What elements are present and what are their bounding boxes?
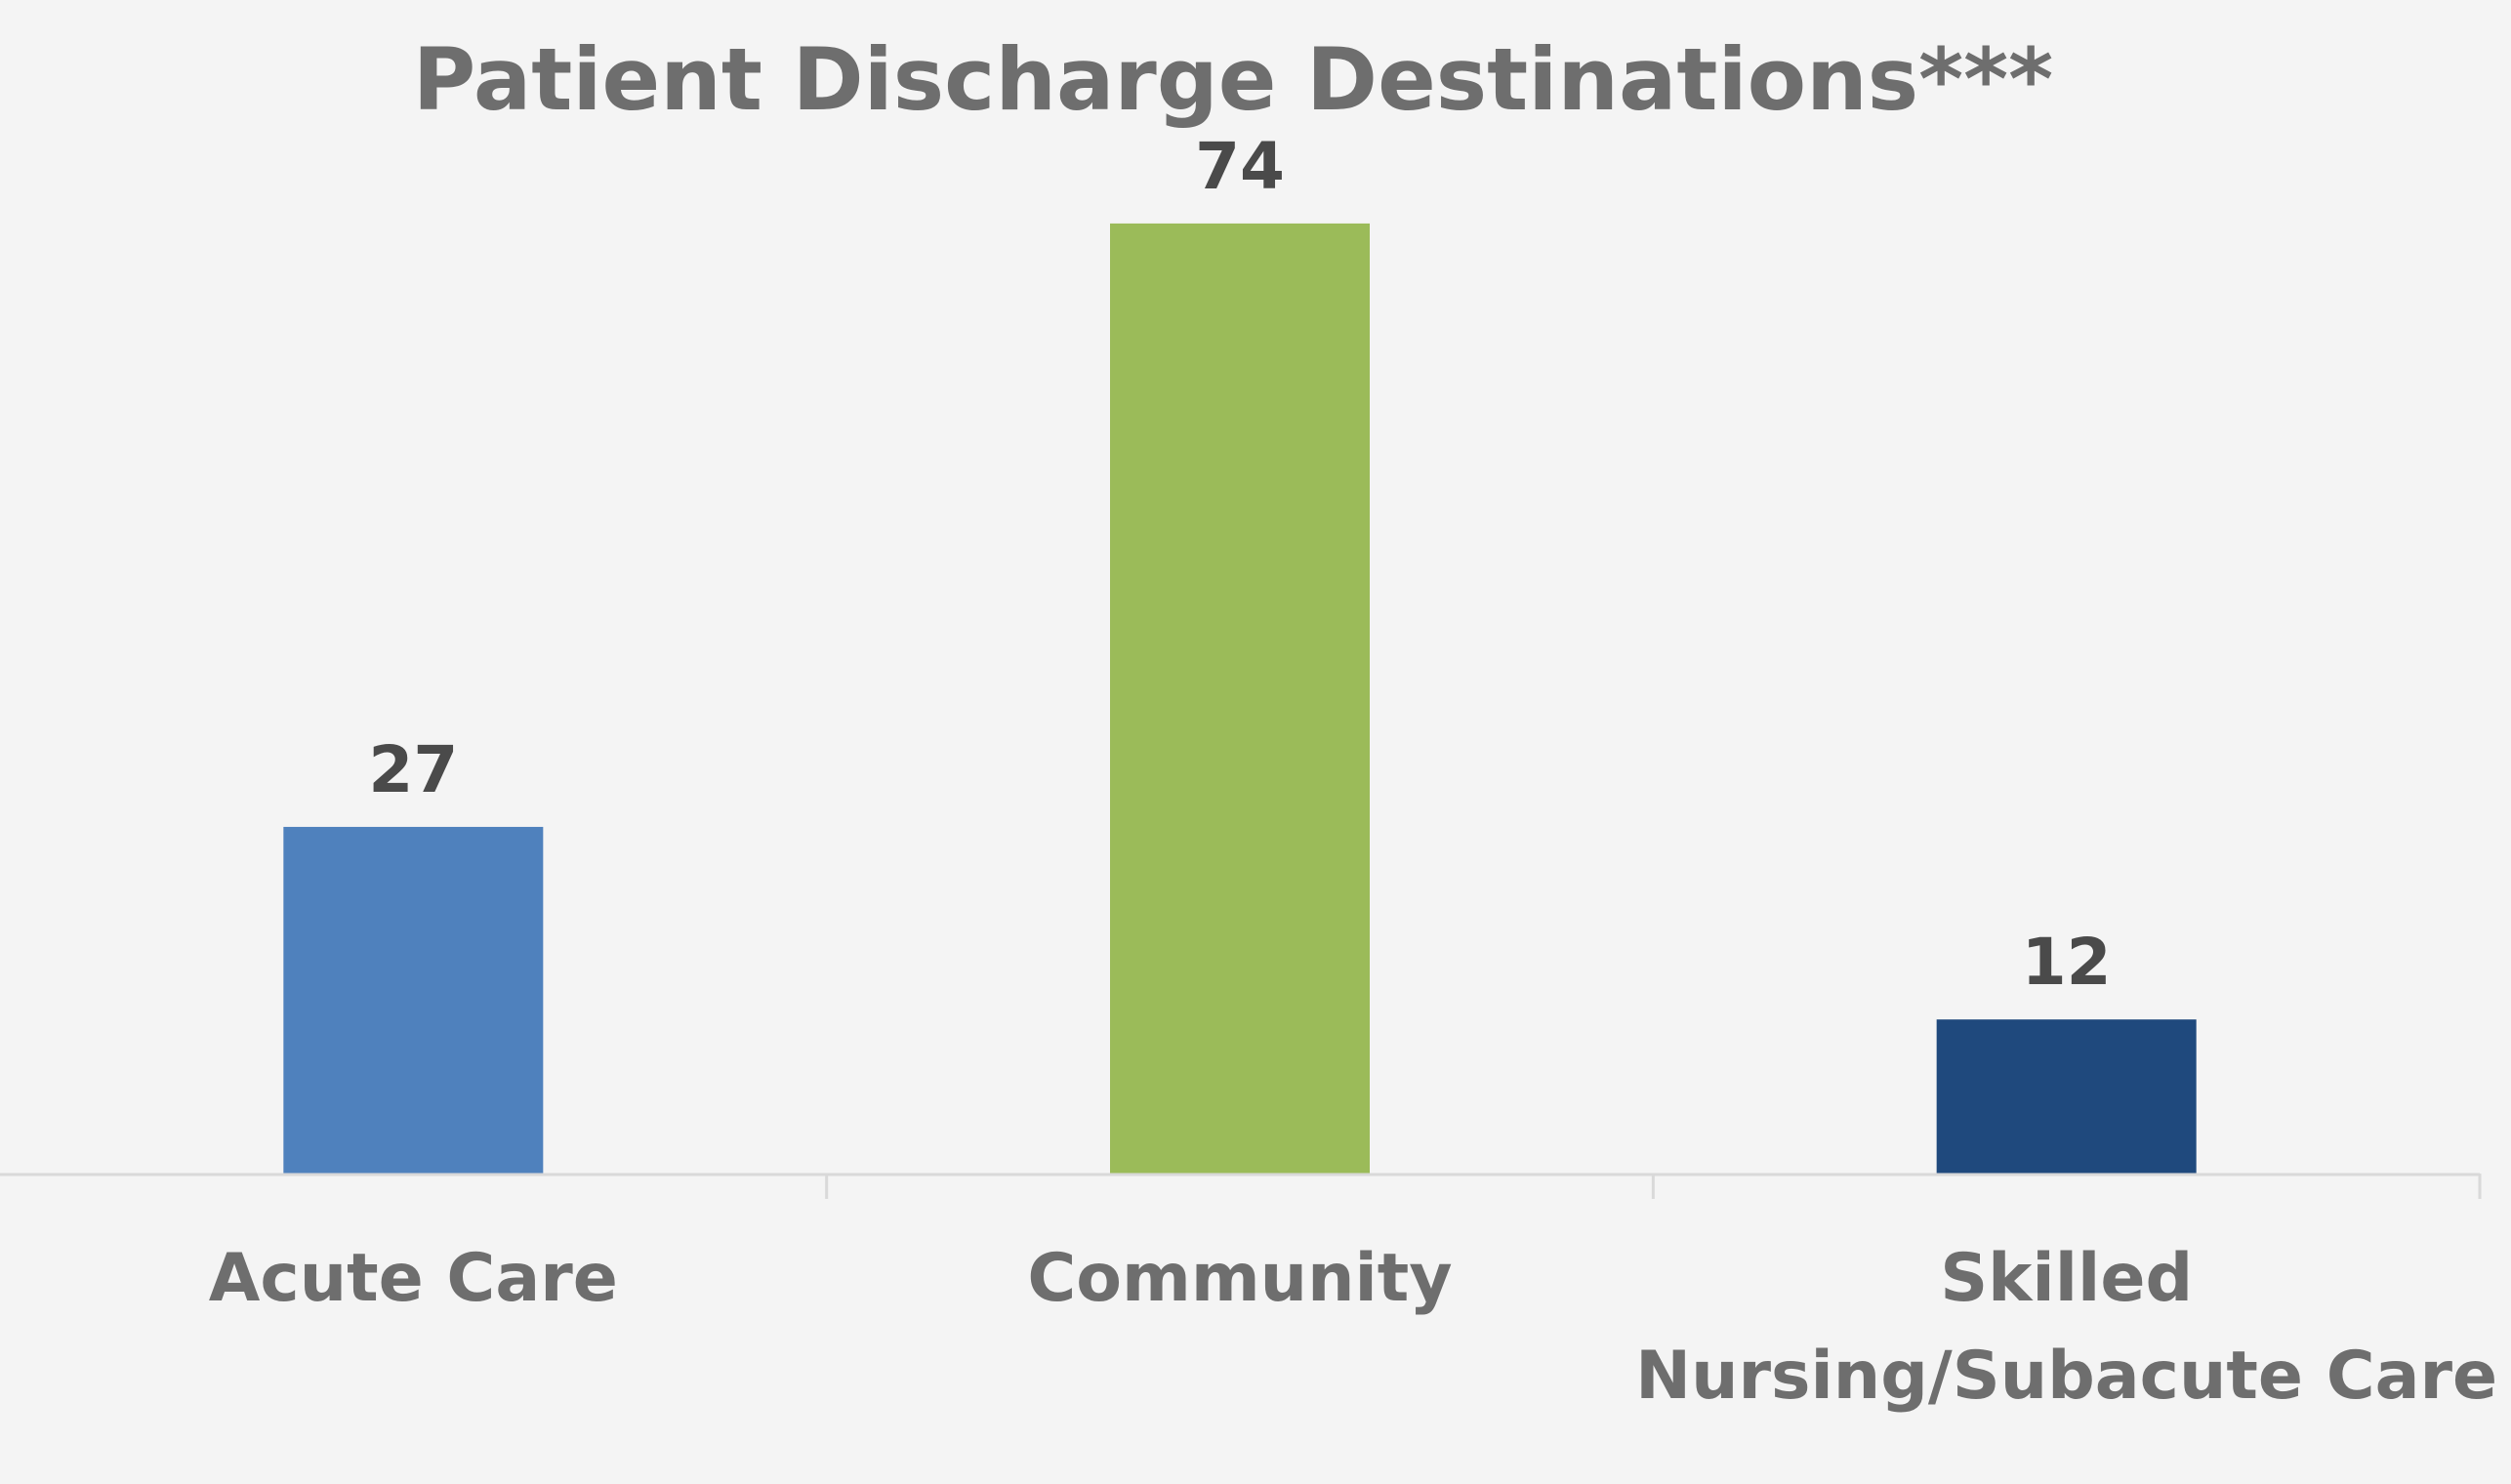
bar-0	[283, 826, 544, 1174]
x-tick-label-0: Acute Care	[209, 1240, 618, 1317]
chart-title: Patient Discharge Destinations***	[413, 29, 2053, 130]
x-tick-label-line: Skilled	[1940, 1240, 2193, 1317]
data-label-0: 27	[368, 732, 458, 807]
x-tick-labels: Acute Care Community Skilled Nursing/Subacu…	[209, 1240, 2497, 1415]
x-tick-label-2: Skilled Nursing/Subacute Care	[1635, 1240, 2497, 1415]
data-label-2: 12	[2022, 925, 2112, 1000]
x-tick-label-1: Community	[1027, 1240, 1452, 1317]
x-axis	[0, 1173, 2482, 1199]
x-tick-label-line: Nursing/Subacute Care	[1635, 1338, 2497, 1415]
bar-2	[1936, 1019, 2197, 1174]
x-tick-label-line: Community	[1027, 1240, 1452, 1317]
bars-layer	[283, 223, 2197, 1174]
data-labels-layer: 27 74 12	[368, 129, 2111, 1000]
bar-1	[1110, 223, 1370, 1174]
x-tick-label-line: Acute Care	[209, 1240, 618, 1317]
data-label-1: 74	[1195, 129, 1285, 204]
